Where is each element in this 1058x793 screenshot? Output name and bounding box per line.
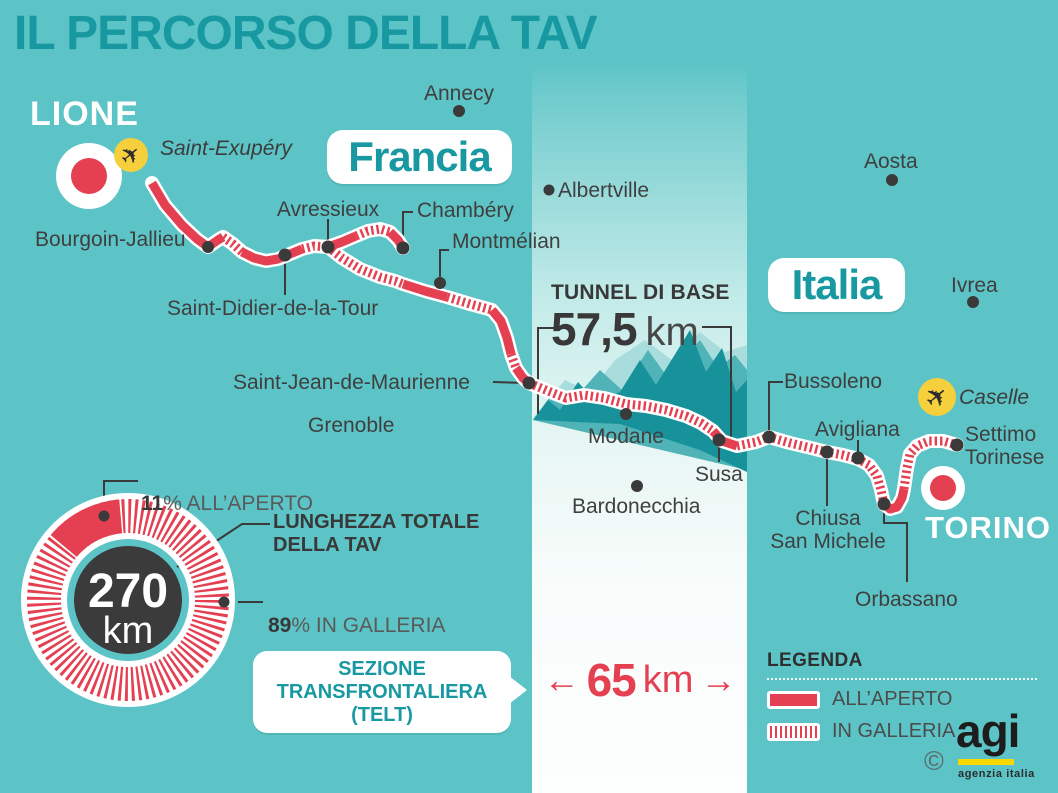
tunnel-length: 57,5 km — [551, 302, 699, 356]
arrow-right-icon: → — [700, 659, 737, 700]
city-label-orbassano: Orbassano — [855, 588, 958, 611]
city-dots — [202, 105, 979, 511]
city-label-saint-didier: Saint-Didier-de-la-Tour — [167, 297, 379, 320]
legend-title: LEGENDA — [767, 650, 863, 671]
route-tunnel — [445, 292, 494, 315]
length-gauge — [21, 493, 235, 707]
lyon-airport-icon: ✈ — [114, 138, 148, 172]
airplane-icon: ✈ — [918, 377, 955, 416]
legend-label-open: ALL’APERTO — [832, 688, 953, 710]
airport-label-caselle: Caselle — [959, 386, 1030, 409]
route-tunnel — [527, 378, 716, 435]
city-label-albertville: Albertville — [558, 179, 650, 202]
legend: LEGENDA ALL’APERTO IN GALLERIA — [767, 650, 1037, 752]
city-label-bardonecchia: Bardonecchia — [572, 495, 701, 518]
gauge-open-arc — [50, 499, 123, 558]
agi-logo-subtitle: agenzia italia — [958, 768, 1035, 780]
city-label-bourgoin-jallieu: Bourgoin-Jallieu — [35, 228, 186, 251]
city-label-montmelian: Montmélian — [452, 230, 561, 253]
gauge-tunnel-pct-label: 89% IN GALLERIA — [268, 591, 445, 637]
city-label-bussoleno: Bussoleno — [784, 370, 883, 393]
route-tunnel — [325, 243, 405, 289]
region-label-italy: Italia — [768, 258, 905, 312]
lyon-station-marker-core — [71, 158, 107, 194]
endpoint-label-lyon: LIONE — [30, 95, 139, 133]
turin-airport-icon: ✈ — [918, 378, 956, 416]
route-tunnel — [506, 352, 521, 370]
gauge-center — [74, 546, 182, 654]
route-open — [488, 307, 516, 356]
agi-logo: agi — [956, 705, 1020, 757]
gauge-tunnel-ring — [27, 499, 229, 701]
city-label-annecy: Annecy — [423, 82, 495, 105]
gauge-total-unit: km — [102, 610, 154, 652]
city-label-saint-jean: Saint-Jean-de-Maurienne — [233, 371, 470, 394]
city-label-chiusa-san-michele: Chiusa San Michele — [770, 507, 886, 553]
turin-station-marker-core — [930, 475, 956, 501]
legend-label-tunnel: IN GALLERIA — [832, 720, 956, 742]
city-label-avigliana: Avigliana — [815, 418, 900, 441]
turin-station-marker — [921, 466, 965, 510]
city-label-ivrea: Ivrea — [951, 274, 998, 297]
airport-label-saint-exupery: Saint-Exupéry — [160, 137, 292, 160]
legend-swatch-open — [767, 690, 820, 709]
city-label-aosta: Aosta — [864, 150, 918, 173]
endpoint-label-turin: TORINO — [925, 510, 1051, 545]
cross-border-bubble: SEZIONE TRANSFRONTALIERA (TELT) — [253, 651, 527, 733]
city-label-avressieux: Avressieux — [276, 198, 380, 221]
city-label-grenoble: Grenoble — [308, 414, 395, 437]
gauge-total-label: LUNGHEZZA TOTALE DELLA TAV — [273, 511, 480, 556]
open-pct-value: 11 — [141, 492, 164, 515]
open-pct-suffix: % ALL’APERTO — [163, 492, 314, 515]
route-tunnel — [220, 233, 245, 256]
city-label-chambery: Chambéry — [417, 199, 514, 222]
tunnel-pct-value: 89 — [268, 614, 292, 637]
gauge-total-value: 270 — [87, 565, 169, 618]
tunnel-label: TUNNEL DI BASE — [551, 281, 730, 304]
city-label-modane: Modane — [588, 425, 664, 448]
cross-border-value: 65 — [586, 654, 637, 706]
agi-logo-underline — [958, 759, 1014, 765]
cross-border-unit: km — [642, 658, 694, 701]
region-label-france: Francia — [327, 130, 512, 184]
tunnel-pct-suffix: % IN GALLERIA — [291, 614, 446, 637]
legend-row-open: ALL’APERTO — [767, 688, 1037, 711]
route-open — [239, 244, 304, 266]
legend-swatch-tunnel — [767, 722, 820, 741]
tunnel-length-value: 57,5 — [551, 303, 638, 355]
arrow-left-icon: ← — [543, 659, 580, 700]
city-label-susa: Susa — [695, 463, 743, 486]
route-open — [401, 279, 449, 302]
lyon-station-marker — [56, 143, 122, 209]
legend-row-tunnel: IN GALLERIA — [767, 720, 1037, 743]
city-label-settimo-torinese: Settimo Torinese — [965, 423, 1045, 469]
page-title: IL PERCORSO DELLA TAV — [14, 7, 598, 60]
route-tunnel — [354, 224, 392, 241]
copyright-icon: © — [924, 746, 944, 776]
tunnel-length-unit: km — [645, 310, 699, 354]
gauge-open-pct-label: 11% ALL’APERTO — [141, 469, 313, 515]
cross-border-length: ← 65 km → — [528, 654, 752, 706]
route-open — [148, 180, 226, 252]
legend-divider — [767, 678, 1037, 680]
